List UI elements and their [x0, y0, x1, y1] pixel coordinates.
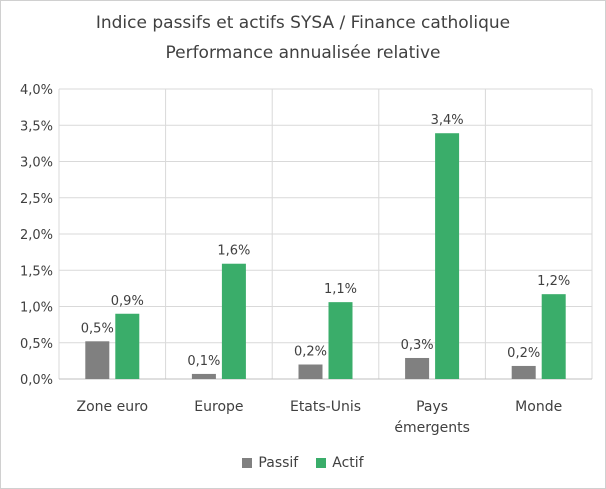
data-label-actif: 1,1%	[324, 282, 357, 297]
chart-title: Indice passifs et actifs SYSA / Finance …	[95, 13, 511, 33]
x-tick-label: Etats-Unis	[290, 399, 361, 415]
data-label-actif: 3,4%	[431, 113, 464, 128]
bar-passif	[85, 341, 110, 379]
bar-actif	[221, 263, 246, 379]
bar-passif	[511, 365, 536, 379]
x-tick-label: Europe	[194, 399, 243, 415]
x-tick-label: émergents	[394, 420, 470, 436]
bar-passif	[298, 364, 323, 379]
y-tick-label: 3,5%	[20, 119, 53, 134]
y-tick-label: 1,5%	[20, 264, 53, 279]
x-tick-label: Pays	[416, 399, 448, 415]
bar-passif	[405, 357, 430, 379]
legend-swatch-passif	[242, 458, 253, 468]
bar-actif	[541, 294, 566, 379]
y-tick-label: 3,0%	[20, 156, 53, 171]
legend: Passif Actif	[0, 455, 606, 471]
y-tick-label: 2,5%	[20, 192, 53, 207]
data-label-passif: 0,2%	[294, 345, 327, 360]
y-tick-label: 0,0%	[20, 373, 53, 388]
data-label-actif: 1,2%	[537, 274, 570, 289]
data-label-actif: 1,6%	[217, 244, 250, 259]
y-tick-label: 0,5%	[20, 337, 53, 352]
y-tick-label: 1,0%	[20, 301, 53, 316]
chart-subtitle: Performance annualisée relative	[165, 43, 441, 63]
bar-actif	[115, 313, 140, 379]
legend-item-passif: Passif	[242, 455, 298, 471]
y-tick-label: 4,0%	[20, 83, 53, 98]
legend-swatch-actif	[316, 458, 327, 468]
legend-label-passif: Passif	[258, 455, 299, 471]
data-label-actif: 0,9%	[111, 294, 144, 309]
data-label-passif: 0,3%	[401, 338, 434, 353]
y-tick-label: 2,0%	[20, 228, 53, 243]
data-label-passif: 0,5%	[81, 321, 114, 336]
data-label-passif: 0,1%	[187, 354, 220, 369]
bar-actif	[435, 133, 460, 379]
bar-actif	[328, 302, 353, 379]
x-tick-label: Monde	[515, 399, 562, 415]
legend-item-actif: Actif	[316, 455, 364, 471]
bar-passif	[191, 373, 216, 379]
x-tick-label: Zone euro	[77, 399, 149, 415]
data-label-passif: 0,2%	[507, 346, 540, 361]
legend-label-actif: Actif	[332, 455, 364, 471]
